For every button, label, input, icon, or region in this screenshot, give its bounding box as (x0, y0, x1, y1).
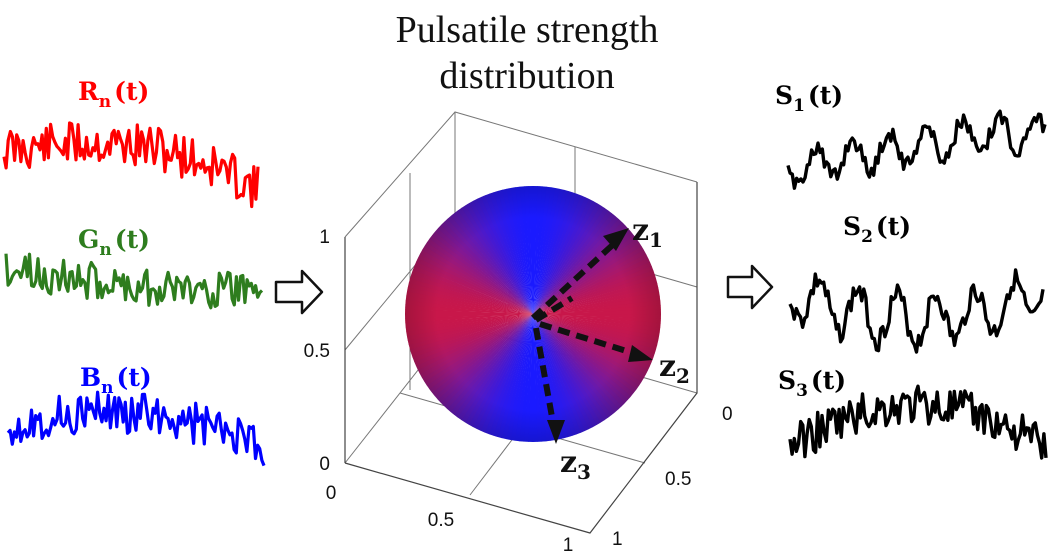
tick-front-0.5: 0.5 (428, 510, 454, 531)
s1-signal-trace (786, 109, 1047, 190)
strength-sphere (405, 186, 661, 442)
diagram-title-line1: Pulsatile strength (396, 9, 659, 51)
g-signal-trace (4, 252, 264, 310)
tick-right-1: 1 (612, 529, 623, 550)
vector-z2-arrowhead (628, 345, 653, 362)
b-signal-trace (6, 390, 266, 467)
vector-arrowheads (547, 228, 653, 444)
vector-z2-label: z2 (659, 349, 690, 388)
flow-arrow-right (726, 264, 774, 310)
s2-signal-label: S2 (t) (843, 212, 911, 247)
vector-z3-line (533, 327, 557, 429)
basis-vectors (530, 237, 637, 429)
output-signals: S1 (t) S2 (t) S3 (t) (775, 81, 1048, 460)
diagram-title-line2: distribution (439, 55, 614, 97)
g-signal-label: Gn (t) (78, 225, 150, 260)
vector-z2-line (539, 321, 637, 357)
vector-z1-line (530, 237, 621, 321)
vector-z1-label: z1 (632, 213, 663, 252)
vector-stub-line (534, 295, 574, 323)
s3-signal-label: S3 (t) (778, 366, 846, 401)
s1-signal-label: S1 (t) (775, 81, 843, 116)
tick-vertical-0.5: 0.5 (304, 341, 330, 362)
r-signal-trace (2, 121, 260, 209)
s2-signal-trace (788, 268, 1045, 354)
vector-z3-arrowhead (547, 420, 565, 444)
tick-right-0.5: 0.5 (665, 469, 691, 490)
tick-front-0: 0 (326, 483, 337, 504)
flow-arrow-left (274, 269, 324, 315)
r-signal-label: Rn (t) (78, 77, 149, 112)
tick-vertical-0: 0 (319, 454, 330, 475)
s3-signal-trace (788, 384, 1048, 460)
b-signal-label: Bn (t) (80, 363, 152, 398)
tick-vertical-1: 1 (319, 227, 330, 248)
vector-z3-label: z3 (560, 445, 591, 484)
vector-z1-arrowhead (603, 228, 629, 251)
tick-front-1: 1 (563, 535, 574, 553)
input-signals: Rn (t) Gn (t) Bn (t) (2, 77, 266, 467)
tick-right-0: 0 (722, 404, 733, 425)
